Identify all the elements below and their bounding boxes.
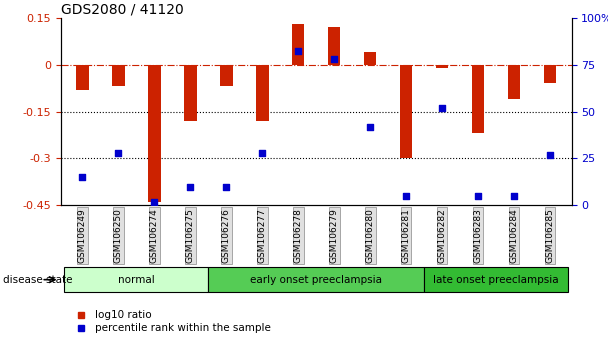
Text: GSM106276: GSM106276 <box>222 208 231 263</box>
Text: GSM106250: GSM106250 <box>114 208 123 263</box>
Bar <box>76 65 89 90</box>
Bar <box>112 65 125 86</box>
Point <box>401 193 411 199</box>
Text: GSM106277: GSM106277 <box>258 208 267 263</box>
Text: GSM106280: GSM106280 <box>365 208 375 263</box>
Bar <box>148 65 161 202</box>
Bar <box>400 65 412 159</box>
Text: early onset preeclampsia: early onset preeclampsia <box>250 275 382 285</box>
Bar <box>472 65 485 133</box>
Bar <box>209 267 424 292</box>
Text: GSM106285: GSM106285 <box>545 208 554 263</box>
Bar <box>328 27 340 65</box>
Text: GSM106283: GSM106283 <box>474 208 483 263</box>
Bar <box>436 65 448 68</box>
Bar <box>256 65 269 121</box>
Text: late onset preeclampsia: late onset preeclampsia <box>433 275 559 285</box>
Bar <box>364 52 376 65</box>
Text: GSM106274: GSM106274 <box>150 208 159 263</box>
Point <box>365 124 375 129</box>
Text: GSM106279: GSM106279 <box>330 208 339 263</box>
Text: GSM106249: GSM106249 <box>78 208 87 263</box>
Point <box>473 193 483 199</box>
Bar <box>508 65 520 99</box>
Point <box>330 56 339 62</box>
Point <box>509 193 519 199</box>
Text: GSM106281: GSM106281 <box>401 208 410 263</box>
Point <box>77 175 87 180</box>
Text: GSM106278: GSM106278 <box>294 208 303 263</box>
Text: GDS2080 / 41120: GDS2080 / 41120 <box>61 2 184 17</box>
Text: GSM106282: GSM106282 <box>438 208 446 263</box>
Point <box>545 152 555 158</box>
Text: normal: normal <box>118 275 154 285</box>
Bar <box>544 65 556 84</box>
Point <box>150 199 159 204</box>
Text: GSM106275: GSM106275 <box>186 208 195 263</box>
Point <box>114 150 123 156</box>
Point <box>257 150 267 156</box>
Text: GSM106284: GSM106284 <box>510 208 519 263</box>
Point <box>185 184 195 189</box>
Bar <box>424 267 568 292</box>
Text: disease state: disease state <box>3 275 72 285</box>
Point <box>221 184 231 189</box>
Bar <box>184 65 196 121</box>
Legend: log10 ratio, percentile rank within the sample: log10 ratio, percentile rank within the … <box>66 306 275 338</box>
Bar <box>292 24 305 65</box>
Point <box>293 48 303 54</box>
Bar <box>220 65 232 86</box>
Point <box>437 105 447 110</box>
Bar <box>64 267 209 292</box>
